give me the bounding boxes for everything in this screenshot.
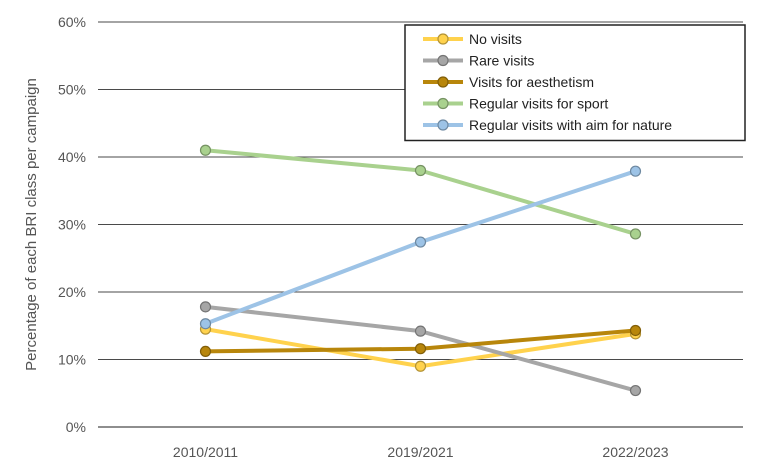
legend-item: Regular visits for sport xyxy=(423,96,608,112)
axes: 0% 10% 20% 30% 40% 50% 60% 2010/2011 2019/2021 20… xyxy=(58,14,743,460)
legend-label: Regular visits for sport xyxy=(469,96,608,112)
legend-swatch-marker xyxy=(437,119,449,131)
y-tick-label: 30% xyxy=(58,217,86,233)
legend-swatch-marker xyxy=(437,76,449,88)
legend-item: Regular visits with aim for nature xyxy=(423,117,672,133)
data-point xyxy=(629,384,642,397)
legend-swatch-marker xyxy=(437,54,449,67)
series-lines xyxy=(199,144,642,397)
data-point xyxy=(414,360,427,372)
data-point xyxy=(414,236,427,248)
data-point xyxy=(629,324,642,337)
y-tick-label: 20% xyxy=(58,284,86,300)
x-tick-label: 2010/2011 xyxy=(173,444,238,460)
x-tick-label: 2022/2023 xyxy=(602,444,668,460)
data-point xyxy=(199,144,212,156)
legend-item: Rare visits xyxy=(423,53,534,69)
legend-item: No visits xyxy=(423,31,522,47)
x-tick-label: 2019/2021 xyxy=(387,444,453,460)
y-tick-label: 10% xyxy=(58,352,86,368)
y-tick-label: 0% xyxy=(66,419,86,435)
legend-item: Visits for aesthetism xyxy=(423,74,594,90)
legend-label: Visits for aesthetism xyxy=(469,74,594,90)
data-point xyxy=(414,164,427,177)
data-point xyxy=(199,318,212,330)
legend-swatch-marker xyxy=(437,97,449,110)
legend-label: Rare visits xyxy=(469,53,534,69)
y-tick-label: 60% xyxy=(58,14,86,30)
legend: No visits Rare visits Visits for aesthetis… xyxy=(404,24,746,142)
y-axis-title: Percentage of each BRI class per campaig… xyxy=(23,78,40,371)
data-point xyxy=(199,301,212,313)
data-point xyxy=(629,165,642,177)
y-tick-label: 40% xyxy=(58,149,86,165)
data-point xyxy=(199,345,212,357)
data-point xyxy=(629,228,642,240)
series-2 xyxy=(199,324,642,357)
series-1 xyxy=(199,301,642,397)
data-point xyxy=(414,325,427,337)
legend-label: Regular visits with aim for nature xyxy=(469,117,672,133)
data-point xyxy=(414,343,427,355)
series-4 xyxy=(199,165,642,330)
legend-swatch-marker xyxy=(437,33,449,45)
legend-label: No visits xyxy=(469,31,522,47)
y-tick-label: 50% xyxy=(58,82,86,98)
series-3 xyxy=(199,144,642,240)
